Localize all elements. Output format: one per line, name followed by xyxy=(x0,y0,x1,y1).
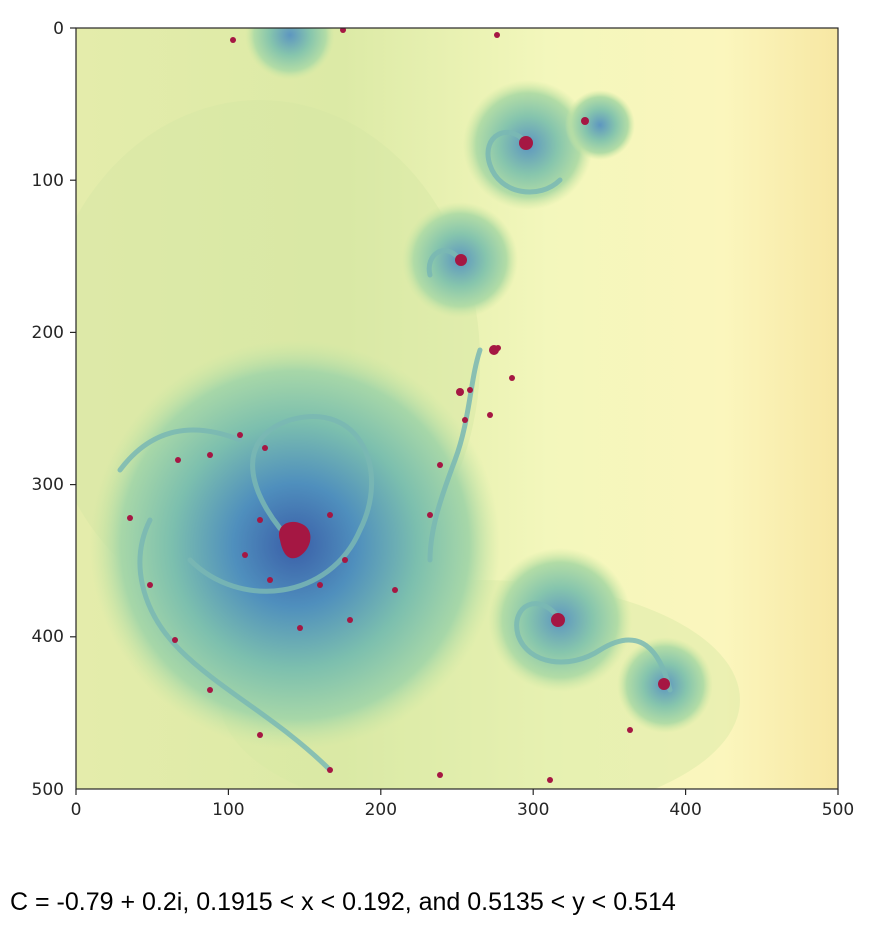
x-tick-label-100: 100 xyxy=(212,800,244,820)
figure-caption: C = -0.79 + 0.2i, 0.1915 < x < 0.192, an… xyxy=(10,888,676,916)
x-tick-label-300: 300 xyxy=(517,800,549,820)
fractal-image xyxy=(76,28,838,789)
main-core xyxy=(279,521,311,559)
x-tick-label-200: 200 xyxy=(365,800,397,820)
y-tick-label-100: 100 xyxy=(32,171,64,191)
y-tick-label-500: 500 xyxy=(32,780,64,800)
y-tick-label-300: 300 xyxy=(32,475,64,495)
plot-frame xyxy=(75,27,839,790)
x-tick-label-400: 400 xyxy=(669,800,701,820)
y-tick-label-200: 200 xyxy=(32,323,64,343)
x-tick-label-0: 0 xyxy=(71,800,82,820)
y-tick-label-0: 0 xyxy=(53,19,64,39)
julia-set-plot: 0 100 200 300 400 500 0 100 200 300 400 … xyxy=(32,19,855,820)
y-tick-label-400: 400 xyxy=(32,627,64,647)
spiral-small-right xyxy=(565,90,635,160)
x-tick-label-500: 500 xyxy=(822,800,854,820)
spiral-top-left xyxy=(245,28,335,80)
